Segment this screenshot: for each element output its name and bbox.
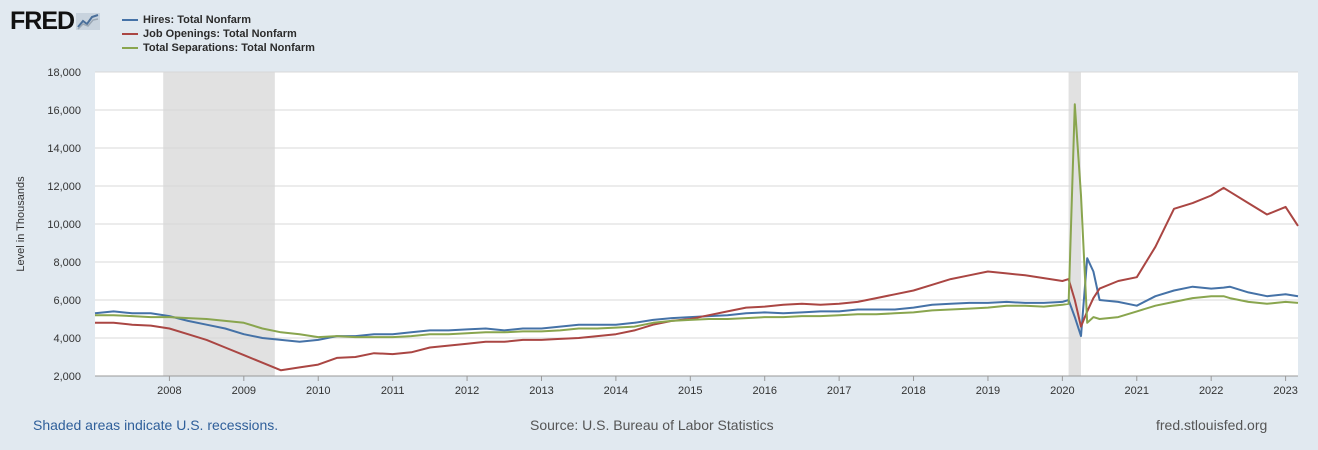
x-tick-label: 2016 <box>752 385 776 397</box>
fred-chart-icon <box>76 13 101 30</box>
x-tick-label: 2012 <box>455 385 479 397</box>
y-tick-label: 6,000 <box>53 295 81 307</box>
x-tick-label: 2021 <box>1125 385 1149 397</box>
x-tick-label: 2022 <box>1199 385 1223 397</box>
x-tick-label: 2015 <box>678 385 702 397</box>
x-tick-label: 2013 <box>529 385 553 397</box>
x-tick-label: 2008 <box>157 385 181 397</box>
y-tick-label: 8,000 <box>53 257 81 269</box>
y-axis-label: Level in Thousands <box>15 176 27 272</box>
x-tick-label: 2009 <box>232 385 256 397</box>
x-tick-label: 2018 <box>901 385 925 397</box>
legend-item-job-openings[interactable]: Job Openings: Total Nonfarm <box>122 27 315 41</box>
legend-swatch-job-openings <box>122 33 138 35</box>
y-tick-label: 18,000 <box>47 67 81 79</box>
site-link[interactable]: fred.stlouisfed.org <box>1156 417 1268 433</box>
line-chart: 2,000 4,000 6,000 8,000 10,000 12,000 14,000 16… <box>15 67 1299 397</box>
y-tick-label: 2,000 <box>53 371 81 383</box>
y-tick-label: 16,000 <box>47 105 81 117</box>
x-tick-label: 2019 <box>976 385 1000 397</box>
legend-label-separations: Total Separations: Total Nonfarm <box>143 42 315 54</box>
x-tick-label: 2010 <box>306 385 330 397</box>
legend-item-separations[interactable]: Total Separations: Total Nonfarm <box>122 41 315 55</box>
fred-logo-text: FRED <box>10 7 75 35</box>
recession-note: Shaded areas indicate U.S. recessions. <box>33 417 279 433</box>
legend-label-job-openings: Job Openings: Total Nonfarm <box>143 28 297 40</box>
chart-legend: Hires: Total Nonfarm Job Openings: Total… <box>122 13 315 55</box>
series-line-2[interactable] <box>95 186 1299 372</box>
x-tick-label: 2023 <box>1273 385 1297 397</box>
legend-label-hires: Hires: Total Nonfarm <box>143 14 251 26</box>
fred-logo[interactable]: FRED <box>10 7 101 35</box>
x-tick-label: 2017 <box>827 385 851 397</box>
y-tick-label: 14,000 <box>47 143 81 155</box>
source-note: Source: U.S. Bureau of Labor Statistics <box>530 417 774 433</box>
x-tick-label: 2011 <box>381 385 405 397</box>
legend-swatch-separations <box>122 47 138 49</box>
legend-item-hires[interactable]: Hires: Total Nonfarm <box>122 13 315 27</box>
y-tick-label: 4,000 <box>53 333 81 345</box>
legend-swatch-hires <box>122 19 138 21</box>
series-line-1[interactable] <box>94 257 1299 343</box>
series-line-3[interactable] <box>95 103 1299 339</box>
y-tick-label: 10,000 <box>47 219 81 231</box>
x-tick-label: 2014 <box>604 385 628 397</box>
x-tick-label: 2020 <box>1050 385 1074 397</box>
y-tick-label: 12,000 <box>47 181 81 193</box>
